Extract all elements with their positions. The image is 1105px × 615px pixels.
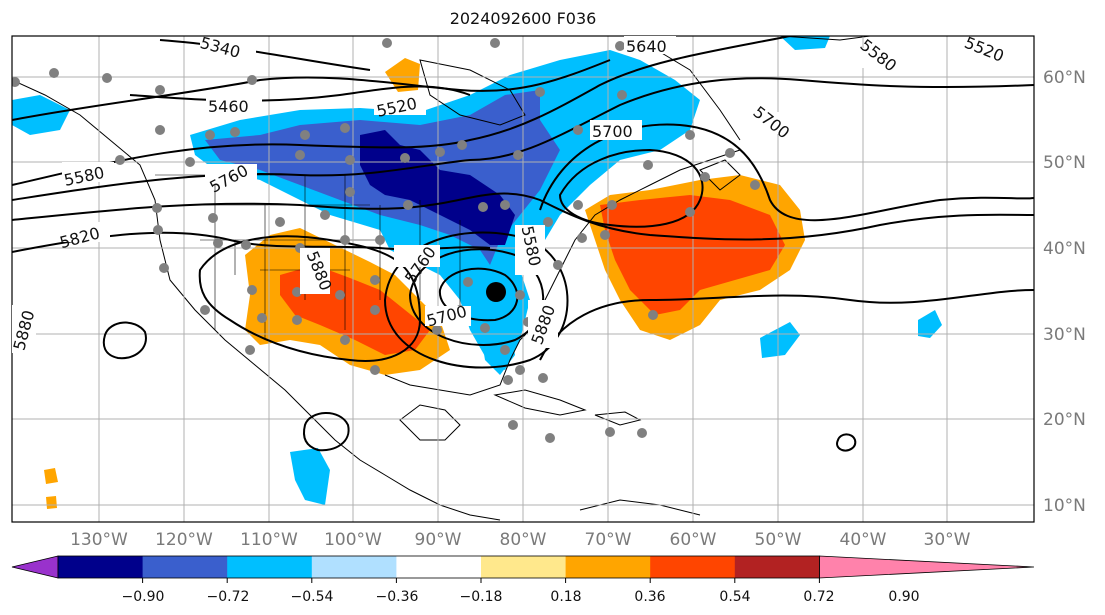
longitude-labels: 130°W 120°W 110°W 100°W 90°W 80°W 70°W 6… xyxy=(70,530,971,550)
colorbar-tick-label: −0.72 xyxy=(207,589,250,605)
north-america-west-coast xyxy=(12,79,501,521)
lon-label: 100°W xyxy=(324,530,382,550)
contour-5520-west xyxy=(12,59,611,121)
lon-label: 40°W xyxy=(840,530,887,550)
contour-label-bg xyxy=(425,306,471,326)
contour-label-bg xyxy=(374,95,426,115)
colorbar-tick-label: 0.36 xyxy=(634,589,665,605)
contour-label-5700-north: 5700 xyxy=(592,122,633,141)
lon-label: 60°W xyxy=(670,530,717,550)
contour-label-bg xyxy=(964,40,1018,62)
colorbar-swatch xyxy=(142,556,228,578)
hudson-bay xyxy=(419,59,526,126)
contour-5880-southwest xyxy=(198,235,422,362)
contour-label-bg xyxy=(858,48,910,68)
contour-5700-east xyxy=(558,148,704,228)
lon-label: 70°W xyxy=(585,530,632,550)
lon-label: 80°W xyxy=(500,530,547,550)
contour-label-bg xyxy=(200,38,256,58)
high-ring-pacific xyxy=(102,321,147,360)
colorbar-swatch xyxy=(396,556,482,578)
low-center-ring-2 xyxy=(408,248,545,346)
lon-label: 90°W xyxy=(415,530,462,550)
lon-label: 30°W xyxy=(924,530,971,550)
colorbar-tick-label: 0.18 xyxy=(550,589,581,605)
colorbar-tick-label: 0.72 xyxy=(803,589,834,605)
contour-label-bg xyxy=(62,162,114,182)
contour-label-bg xyxy=(206,95,262,115)
contour-5340 xyxy=(159,39,371,71)
contour-label-bg xyxy=(205,164,257,184)
yucatan xyxy=(399,404,461,441)
high-ring-atlantic xyxy=(836,433,857,452)
colorbar-tick-label: 0.90 xyxy=(888,589,919,605)
contour-label-5640: 5640 xyxy=(626,37,667,56)
lat-label: 30°N xyxy=(1043,325,1086,345)
colorbar-swatch xyxy=(58,556,144,578)
cuba xyxy=(493,389,587,416)
colorbar xyxy=(11,555,1035,583)
latitude-labels: 10°N 20°N 30°N 40°N 50°N 60°N xyxy=(1043,68,1086,516)
lat-label: 50°N xyxy=(1043,153,1086,173)
low-center-ring-3 xyxy=(383,231,569,369)
colorbar-tick-label: −0.18 xyxy=(460,589,503,605)
contour-label-bg xyxy=(515,225,545,275)
hispaniola xyxy=(594,411,642,426)
lat-label: 10°N xyxy=(1043,496,1086,516)
colorbar-tick-label: −0.54 xyxy=(291,589,334,605)
lat-label: 40°N xyxy=(1043,239,1086,259)
contour-label-bg xyxy=(624,36,676,54)
contour-label-bg xyxy=(528,300,558,348)
colorbar-tick-label: −0.36 xyxy=(376,589,419,605)
gulf-coast xyxy=(384,329,531,396)
contour-5760 xyxy=(12,192,1034,241)
light-blue-east-blob xyxy=(918,310,942,338)
orange-small-blob-2 xyxy=(46,496,57,509)
colorbar-swatch xyxy=(481,556,567,578)
light-blue-atlantic-blob xyxy=(760,322,800,358)
colorbar-tick-label: 0.54 xyxy=(719,589,750,605)
contour-5580-west xyxy=(12,36,791,186)
contour-label-bg xyxy=(12,305,36,353)
contour-label-5460: 5460 xyxy=(208,97,249,116)
colorbar-tick-label: −0.90 xyxy=(122,589,165,605)
colorbar-arrow-right xyxy=(819,555,1035,579)
lon-label: 120°W xyxy=(155,530,213,550)
lon-label: 110°W xyxy=(240,530,298,550)
high-ring-mexico xyxy=(302,412,350,452)
contour-label-bg xyxy=(752,112,804,134)
colorbar-tick-labels: −0.90 −0.72 −0.54 −0.36 −0.18 0.18 0.36 … xyxy=(122,589,920,605)
colorbar-swatch xyxy=(311,556,397,578)
newfoundland xyxy=(699,159,741,191)
station-markers xyxy=(12,38,760,443)
low-center-marker xyxy=(486,282,506,302)
colorbar-swatch xyxy=(734,556,820,578)
contour-5880-east xyxy=(539,289,1034,361)
height-contours xyxy=(12,36,1034,452)
lat-label: 20°N xyxy=(1043,410,1086,430)
contour-label-bg xyxy=(394,245,440,267)
lat-label: 60°N xyxy=(1043,68,1086,88)
graticule xyxy=(12,36,1034,522)
colorbar-swatch xyxy=(227,556,313,578)
map-frame xyxy=(11,35,1035,523)
lon-label: 50°W xyxy=(755,530,802,550)
greenland-tip xyxy=(779,36,871,41)
contour-label-bg xyxy=(590,120,642,140)
orange-small-blob xyxy=(44,468,58,484)
light-blue-ne-blob xyxy=(780,36,830,50)
colorbar-swatch xyxy=(565,556,651,578)
colorbar-frame xyxy=(57,555,820,579)
colorbar-arrow-left xyxy=(11,555,59,579)
contour-label-bg xyxy=(58,222,110,242)
map-title: 2024092600 F036 xyxy=(449,9,597,28)
lon-label: 130°W xyxy=(70,530,128,550)
colorbar-swatch xyxy=(650,556,736,578)
labrador-coast xyxy=(639,39,741,141)
contour-label-bg xyxy=(300,248,330,294)
light-blue-gulf-region xyxy=(480,300,515,375)
light-blue-pacific-blob xyxy=(290,448,330,505)
